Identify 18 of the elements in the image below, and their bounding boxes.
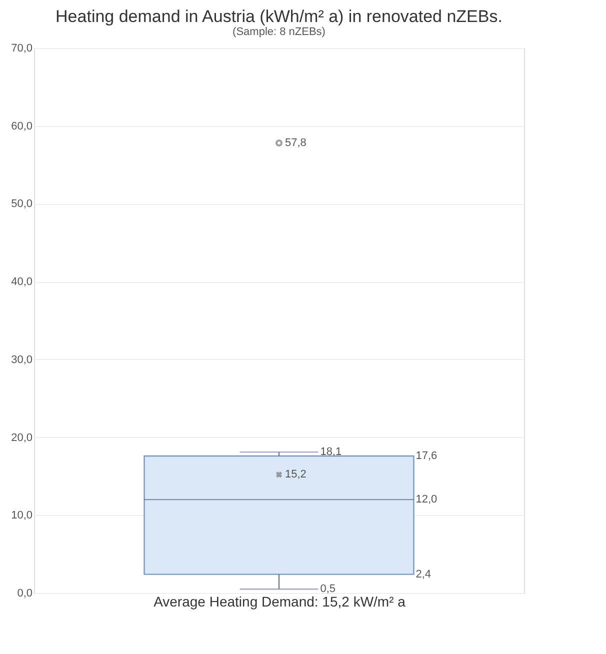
annotation: 2,4: [416, 568, 432, 580]
annotation: 0,5: [320, 583, 336, 596]
annotation: 57,8: [285, 136, 306, 149]
y-tick-label: 60,0: [11, 120, 32, 132]
y-tick-label: 0,0: [17, 588, 32, 600]
y-tick-label: 50,0: [11, 198, 32, 210]
annotation: 17,6: [416, 450, 438, 462]
annotation: 15,2: [285, 468, 306, 481]
y-tick-label: 10,0: [11, 510, 32, 522]
y-tick-label: 70,0: [11, 42, 32, 54]
y-tick-label: 20,0: [11, 432, 32, 444]
annotation: 18,1: [320, 446, 342, 458]
y-tick-label: 40,0: [11, 276, 32, 288]
y-tick-label: 30,0: [11, 354, 32, 366]
x-axis-title: Average Heating Demand: 15,2 kW/m² a: [154, 594, 406, 610]
chart-subtitle: (Sample: 8 nZEBs): [232, 26, 326, 38]
chart-title: Heating demand in Austria (kWh/m² a) in renovated nZEBs.: [56, 7, 502, 26]
annotation: 12,0: [416, 494, 438, 506]
